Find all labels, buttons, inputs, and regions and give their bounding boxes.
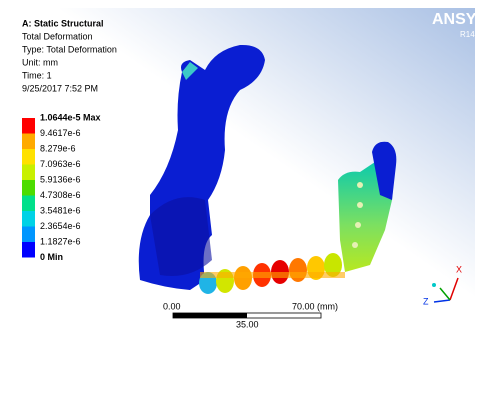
legend-label: 3.5481e-6: [40, 205, 81, 215]
legend-label: 2.3654e-6: [40, 221, 81, 231]
brand-name: ANSYS: [432, 11, 483, 28]
legend-label: 5.9136e-6: [40, 174, 81, 184]
brand-version: R14.5: [460, 30, 482, 39]
legend-swatch: [22, 211, 35, 227]
scale-label-start: 0.00: [163, 301, 181, 311]
header-line: 9/25/2017 7:52 PM: [22, 83, 98, 93]
legend-label: 1.1827e-6: [40, 236, 81, 246]
header-line: Time: 1: [22, 70, 52, 80]
legend-swatch: [22, 134, 35, 150]
legend-label: 8.279e-6: [40, 143, 76, 153]
legend-label: 7.0963e-6: [40, 159, 81, 169]
model-shadow: [150, 197, 212, 276]
header-line: Total Deformation: [22, 31, 93, 41]
legend-label: 4.7308e-6: [40, 190, 81, 200]
legend-swatch: [22, 180, 35, 196]
header-line: Type: Total Deformation: [22, 44, 117, 54]
legend-label: 0 Min: [40, 252, 63, 262]
viewport: ANSYS R14.5 0.00 70.00 (mm) 35.00: [0, 0, 483, 394]
header-title: A: Static Structural: [22, 18, 104, 28]
legend-label: 9.4617e-6: [40, 128, 81, 138]
legend-label: 1.0644e-5 Max: [40, 112, 101, 122]
triad-x: X: [456, 264, 462, 274]
legend-swatch: [22, 118, 35, 134]
header-line: Unit: mm: [22, 57, 58, 67]
page: ANSYS R14.5 0.00 70.00 (mm) 35.00: [0, 0, 483, 394]
legend-swatch: [22, 165, 35, 181]
triad-z: Z: [423, 296, 429, 306]
legend-swatch: [22, 196, 35, 212]
legend-swatch: [22, 242, 35, 258]
scale-label-mid: 35.00: [236, 319, 259, 329]
scale-label-end: 70.00 (mm): [292, 301, 338, 311]
legend-swatch: [22, 149, 35, 165]
legend-swatch: [22, 227, 35, 243]
scale-bar-fill: [173, 313, 247, 318]
